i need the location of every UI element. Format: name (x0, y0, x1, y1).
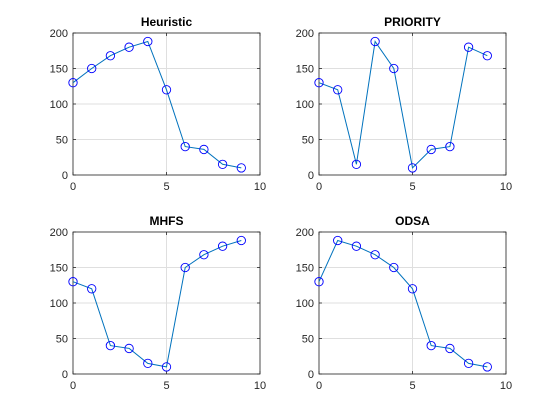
data-point (333, 85, 343, 95)
data-point (105, 51, 116, 61)
x-tick-label: 10 (254, 380, 266, 392)
y-tick-label: 0 (308, 369, 314, 381)
y-tick-label: 100 (296, 298, 314, 310)
y-tick-label: 200 (50, 227, 68, 239)
data-point (236, 163, 246, 173)
x-tick-label: 0 (316, 181, 322, 193)
y-tick-label: 150 (296, 64, 314, 76)
x-tick-label: 10 (254, 181, 266, 193)
data-point (351, 241, 362, 251)
x-tick-label: 5 (409, 380, 415, 392)
chart-title: MHFS (150, 214, 184, 228)
data-point (482, 362, 492, 372)
series-line (72, 240, 242, 368)
x-tick-label: 10 (500, 181, 512, 193)
data-point (124, 343, 134, 354)
y-tick-label: 100 (296, 99, 314, 111)
data-point (389, 63, 399, 74)
data-point (199, 144, 209, 155)
series-line (318, 40, 488, 169)
data-point (143, 358, 153, 368)
data-point (105, 340, 116, 351)
data-point (389, 262, 399, 273)
y-tick-label: 0 (62, 369, 68, 381)
data-point (87, 63, 97, 74)
data-point (161, 362, 172, 372)
y-tick-label: 200 (50, 28, 68, 40)
x-tick-label: 0 (70, 181, 76, 193)
y-tick-label: 100 (50, 99, 68, 111)
chart-title: Heuristic (141, 15, 193, 29)
chart-title: ODSA (395, 214, 430, 228)
y-tick-label: 150 (50, 263, 68, 275)
data-point (445, 343, 455, 354)
data-point (370, 250, 380, 260)
y-tick-label: 200 (296, 28, 314, 40)
data-point (407, 163, 418, 173)
data-point (314, 277, 324, 287)
data-point (426, 144, 436, 155)
data-point (482, 51, 492, 61)
data-point (370, 36, 380, 47)
y-tick-label: 150 (50, 64, 68, 76)
data-point (333, 235, 343, 246)
x-tick-label: 10 (500, 380, 512, 392)
data-point (143, 36, 153, 47)
data-point (217, 159, 228, 170)
y-tick-label: 50 (302, 334, 314, 346)
data-point (87, 284, 97, 294)
data-point (236, 235, 246, 246)
data-point (314, 78, 324, 88)
y-tick-label: 100 (50, 298, 68, 310)
y-tick-label: 50 (302, 135, 314, 147)
data-point (351, 159, 362, 170)
y-tick-label: 50 (56, 334, 68, 346)
data-point (161, 85, 172, 95)
series-line (72, 40, 242, 169)
x-tick-label: 5 (163, 181, 169, 193)
y-tick-label: 200 (296, 227, 314, 239)
data-point (68, 78, 78, 88)
data-point (407, 284, 418, 294)
y-tick-label: 0 (308, 170, 314, 182)
data-point (217, 241, 228, 251)
y-tick-label: 150 (296, 263, 314, 275)
data-point (68, 277, 78, 287)
data-point (199, 250, 209, 260)
x-tick-label: 0 (316, 380, 322, 392)
chart-title: PRIORITY (384, 15, 441, 29)
data-point (463, 358, 474, 368)
data-point (180, 262, 190, 273)
x-tick-label: 5 (163, 380, 169, 392)
x-tick-label: 5 (409, 181, 415, 193)
data-point (180, 141, 190, 152)
y-tick-label: 50 (56, 135, 68, 147)
data-point (124, 42, 134, 52)
data-point (463, 42, 474, 52)
data-point (426, 340, 436, 351)
y-tick-label: 0 (62, 170, 68, 182)
series-line (318, 239, 488, 368)
data-point (445, 141, 455, 152)
x-tick-label: 0 (70, 380, 76, 392)
